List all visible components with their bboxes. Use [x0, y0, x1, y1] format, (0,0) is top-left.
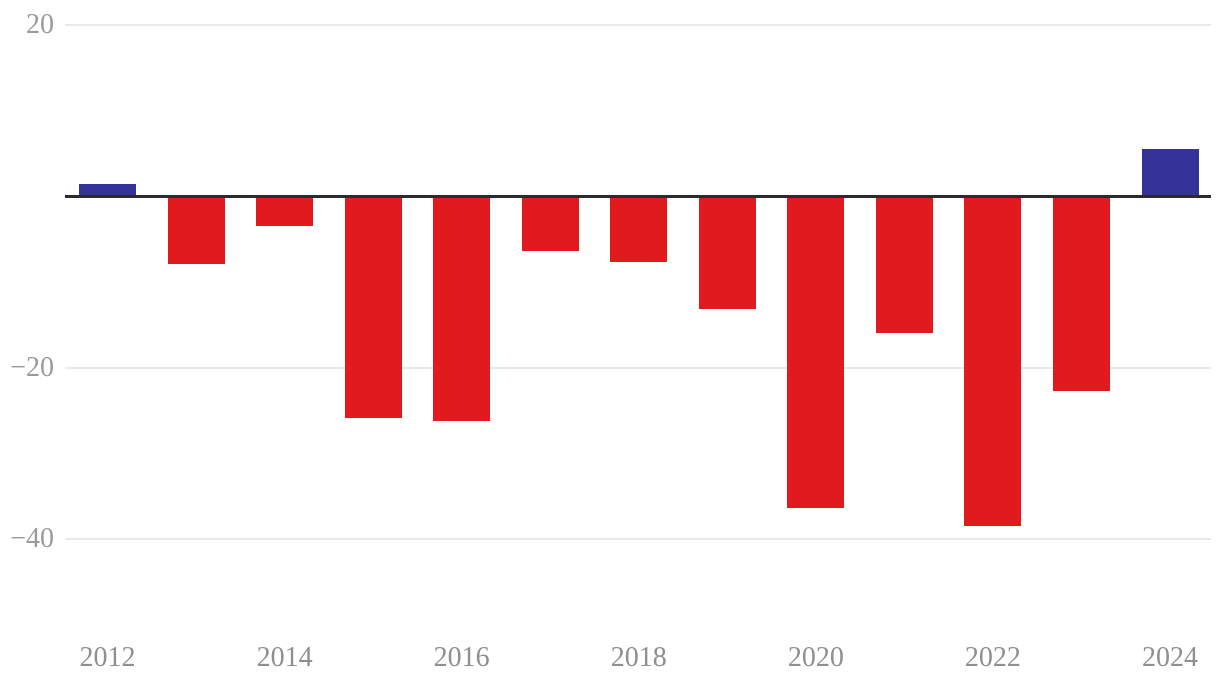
bar-2017 — [521, 196, 579, 252]
bar-2019 — [698, 196, 756, 309]
x-axis-tick-label: 2016 — [433, 642, 490, 673]
bar-2015 — [344, 196, 402, 419]
bar-2014 — [256, 196, 314, 227]
bar-2012 — [79, 183, 136, 197]
bar-2021 — [875, 196, 933, 334]
bar-2023 — [1052, 196, 1110, 391]
x-axis-tick-label: 2020 — [787, 642, 844, 673]
y-axis-tick-label: 20 — [26, 9, 54, 41]
gridline-y--40 — [65, 537, 1211, 540]
x-axis-tick-label: 2012 — [79, 642, 136, 673]
bar-2013 — [167, 196, 225, 265]
gridline-y-20 — [65, 24, 1211, 27]
bar-2016 — [433, 196, 491, 421]
gridline-y--20 — [65, 366, 1211, 369]
y-axis-tick-label: −40 — [10, 522, 54, 554]
x-axis-tick-label: 2018 — [610, 642, 667, 673]
bar-2024 — [1141, 148, 1199, 197]
zero-axis-line — [65, 195, 1211, 198]
x-axis-tick-label: 2024 — [1142, 642, 1198, 673]
x-axis-tick-label: 2022 — [964, 642, 1021, 673]
bar-2018 — [610, 196, 668, 263]
bar-2022 — [964, 196, 1022, 526]
bar-2020 — [787, 196, 845, 508]
x-axis-tick-label: 2014 — [256, 642, 313, 673]
y-axis-tick-label: −20 — [10, 351, 54, 383]
